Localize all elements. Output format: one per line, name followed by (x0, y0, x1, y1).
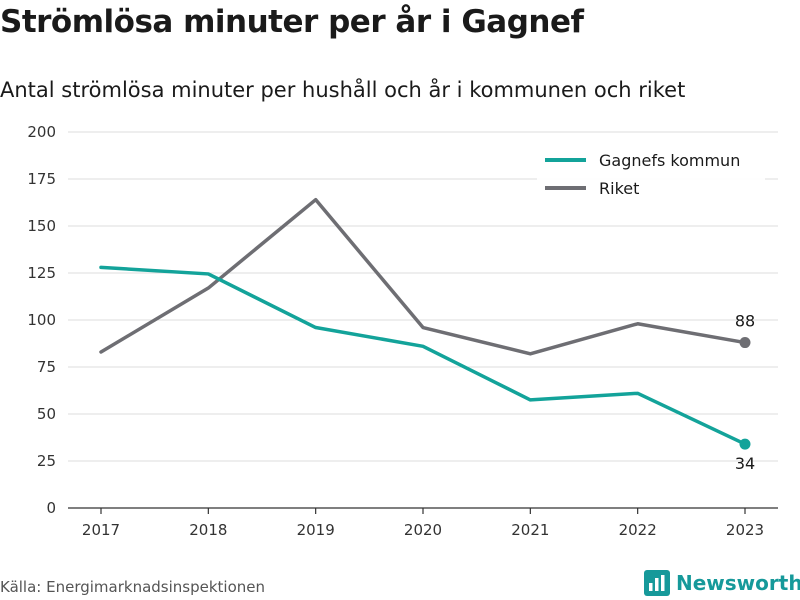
series-lines: 88 34 (99, 197, 755, 473)
series-end-point-0 (739, 438, 751, 450)
series-end-label-1: 88 (735, 312, 755, 331)
brand-name: Newsworthy (676, 571, 800, 595)
y-tick-label: 25 (37, 452, 56, 470)
y-tick-label: 125 (27, 264, 56, 282)
x-tick-label: 2019 (297, 521, 335, 539)
bar-chart-logo-icon (644, 570, 670, 596)
y-tick-label: 200 (27, 123, 56, 141)
chart-subtitle: Antal strömlösa minuter per hushåll och … (0, 78, 686, 102)
series-line-0 (99, 265, 747, 446)
legend-label-1: Riket (599, 179, 639, 198)
x-tick-label: 2021 (511, 521, 549, 539)
x-tick-label: 2018 (189, 521, 227, 539)
x-axis: 2017 2018 2019 2020 2021 2022 2023 (68, 507, 778, 539)
y-tick-label: 175 (27, 170, 56, 188)
x-tick-label: 2023 (726, 521, 764, 539)
y-tick-label: 150 (27, 217, 56, 235)
y-tick-label: 75 (37, 358, 56, 376)
series-line-1 (99, 197, 747, 356)
x-tick-label: 2020 (404, 521, 442, 539)
legend-box (537, 143, 765, 205)
y-tick-label: 100 (27, 311, 56, 329)
series-end-point-1 (739, 337, 751, 349)
source-note: Källa: Energimarknadsinspektionen (0, 578, 266, 596)
series-end-label-0: 34 (735, 454, 755, 473)
x-tick-label: 2022 (619, 521, 657, 539)
legend-label-0: Gagnefs kommun (599, 151, 740, 170)
brand-logo: Newsworthy (644, 570, 800, 596)
y-tick-label: 50 (37, 405, 56, 423)
y-axis: 0 25 50 75 100 125 150 175 200 (27, 123, 56, 517)
legend: Gagnefs kommun Riket (537, 143, 765, 205)
x-tick-label: 2017 (82, 521, 120, 539)
chart-title: Strömlösa minuter per år i Gagnef (0, 4, 584, 40)
y-tick-label: 0 (46, 499, 56, 517)
